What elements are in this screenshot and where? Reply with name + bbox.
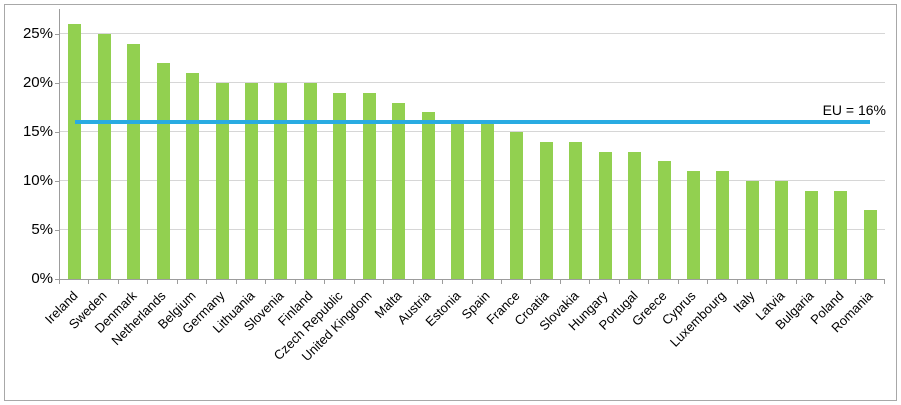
bar <box>421 112 435 279</box>
x-tick-mark <box>265 280 267 284</box>
x-tick-mark <box>677 280 679 284</box>
bar <box>451 122 465 279</box>
x-tick-mark <box>147 280 149 284</box>
y-tick-label: 15% <box>22 123 53 140</box>
x-tick-mark <box>707 280 709 284</box>
bar <box>510 132 524 279</box>
x-tick-mark <box>500 280 502 284</box>
y-tick-mark <box>55 34 59 35</box>
x-tick-mark <box>324 280 326 284</box>
gridline <box>60 82 885 83</box>
bar <box>480 122 494 279</box>
x-tick-mark <box>854 280 856 284</box>
bar <box>274 83 288 279</box>
bar <box>775 181 789 279</box>
x-tick-mark <box>353 280 355 284</box>
y-axis-labels: 0% 5% 10% 15% 20% 25% <box>5 9 53 287</box>
bar <box>97 34 111 279</box>
x-tick-mark <box>618 280 620 284</box>
x-tick-mark <box>117 280 119 284</box>
y-tick-label: 20% <box>22 74 53 91</box>
reference-line-label: EU = 16% <box>822 102 886 118</box>
x-tick-mark <box>766 280 768 284</box>
x-tick-mark <box>412 280 414 284</box>
x-tick-mark <box>795 280 797 284</box>
bar <box>569 141 583 279</box>
x-tick-mark <box>825 280 827 284</box>
x-tick-mark <box>88 280 90 284</box>
bar <box>539 141 553 279</box>
bar <box>716 171 730 279</box>
x-tick-mark <box>442 280 444 284</box>
x-tick-mark <box>589 280 591 284</box>
bar <box>333 92 347 279</box>
bar <box>686 171 700 279</box>
plot-area <box>59 9 885 280</box>
bar <box>245 83 259 279</box>
x-tick-mark <box>648 280 650 284</box>
y-tick-label: 25% <box>22 25 53 42</box>
x-tick-mark <box>59 280 60 284</box>
bar <box>362 92 376 279</box>
bar <box>127 43 141 279</box>
bar <box>303 83 317 279</box>
x-tick-mark <box>559 280 561 284</box>
y-tick-mark <box>55 83 59 84</box>
bar <box>68 24 82 279</box>
gridline <box>60 33 885 34</box>
y-tick-label: 5% <box>31 221 53 238</box>
gridline <box>60 131 885 132</box>
gridline <box>60 180 885 181</box>
y-tick-mark <box>55 181 59 182</box>
gridline <box>60 229 885 230</box>
bar <box>804 190 818 279</box>
y-tick-label: 10% <box>22 172 53 189</box>
chart-frame: 0% 5% 10% 15% 20% 25% EU = 16% Ireland Sweden D… <box>4 4 897 401</box>
y-tick-mark <box>55 132 59 133</box>
bar <box>598 151 612 279</box>
reference-line <box>74 120 871 125</box>
bar <box>745 181 759 279</box>
bar <box>215 83 229 279</box>
x-tick-mark <box>884 280 885 284</box>
y-tick-label: 0% <box>31 270 53 287</box>
x-tick-mark <box>206 280 208 284</box>
bar <box>863 210 877 279</box>
y-tick-mark <box>55 279 59 280</box>
x-tick-mark <box>383 280 385 284</box>
bar <box>657 161 671 279</box>
bar <box>628 151 642 279</box>
x-tick-mark <box>530 280 532 284</box>
bar <box>392 102 406 279</box>
bar <box>834 190 848 279</box>
bar <box>156 63 170 279</box>
x-tick-mark <box>736 280 738 284</box>
x-tick-mark <box>176 280 178 284</box>
x-tick-mark <box>471 280 473 284</box>
y-tick-mark <box>55 230 59 231</box>
x-tick-mark <box>235 280 237 284</box>
x-tick-mark <box>294 280 296 284</box>
bar <box>186 73 200 279</box>
